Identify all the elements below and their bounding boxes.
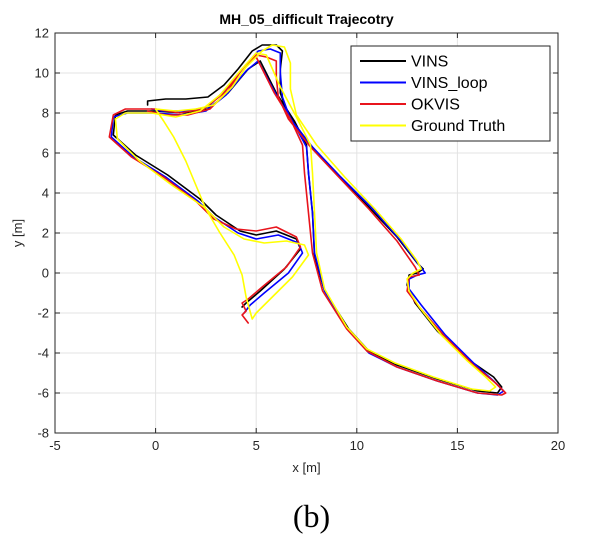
legend-label-0: VINS <box>411 54 448 71</box>
y-tick-label: 0 <box>42 266 49 281</box>
y-tick-label: -4 <box>37 346 49 361</box>
series-line-1 <box>110 48 505 396</box>
y-tick-label: -6 <box>37 386 49 401</box>
legend-label-2: OKVIS <box>411 97 460 114</box>
y-tick-label: -2 <box>37 306 49 321</box>
y-tick-label: 12 <box>35 26 49 41</box>
series-layer <box>108 44 507 396</box>
x-tick-label: 5 <box>253 438 260 453</box>
y-tick-label: -8 <box>37 426 49 441</box>
x-tick-label: 15 <box>450 438 464 453</box>
axes <box>54 32 559 434</box>
y-tick-label: 2 <box>42 226 49 241</box>
series-line-0 <box>112 44 503 394</box>
x-tick-label: 0 <box>152 438 159 453</box>
y-axis-label: y [m] <box>10 219 25 247</box>
x-tick-label: 20 <box>551 438 565 453</box>
x-axis-label: x [m] <box>292 460 320 475</box>
series-line-3 <box>114 44 497 392</box>
x-tick-labels: -5 0 5 10 15 20 <box>49 438 565 453</box>
legend: VINS VINS_loop OKVIS Ground Truth <box>350 45 551 142</box>
chart-title: MH_05_difficult Trajecotry <box>219 11 393 27</box>
y-tick-label: 6 <box>42 146 49 161</box>
x-tick-label: 10 <box>350 438 364 453</box>
figure-caption: (b) <box>293 498 330 534</box>
y-tick-label: 4 <box>42 186 49 201</box>
legend-label-3: Ground Truth <box>411 118 505 135</box>
series-line-2 <box>108 54 507 396</box>
legend-label-1: VINS_loop <box>411 75 488 92</box>
y-tick-label: 10 <box>35 66 49 81</box>
y-tick-labels: -8 -6 -4 -2 0 2 4 6 8 10 12 <box>35 26 49 441</box>
x-tick-label: -5 <box>49 438 61 453</box>
y-tick-label: 8 <box>42 106 49 121</box>
